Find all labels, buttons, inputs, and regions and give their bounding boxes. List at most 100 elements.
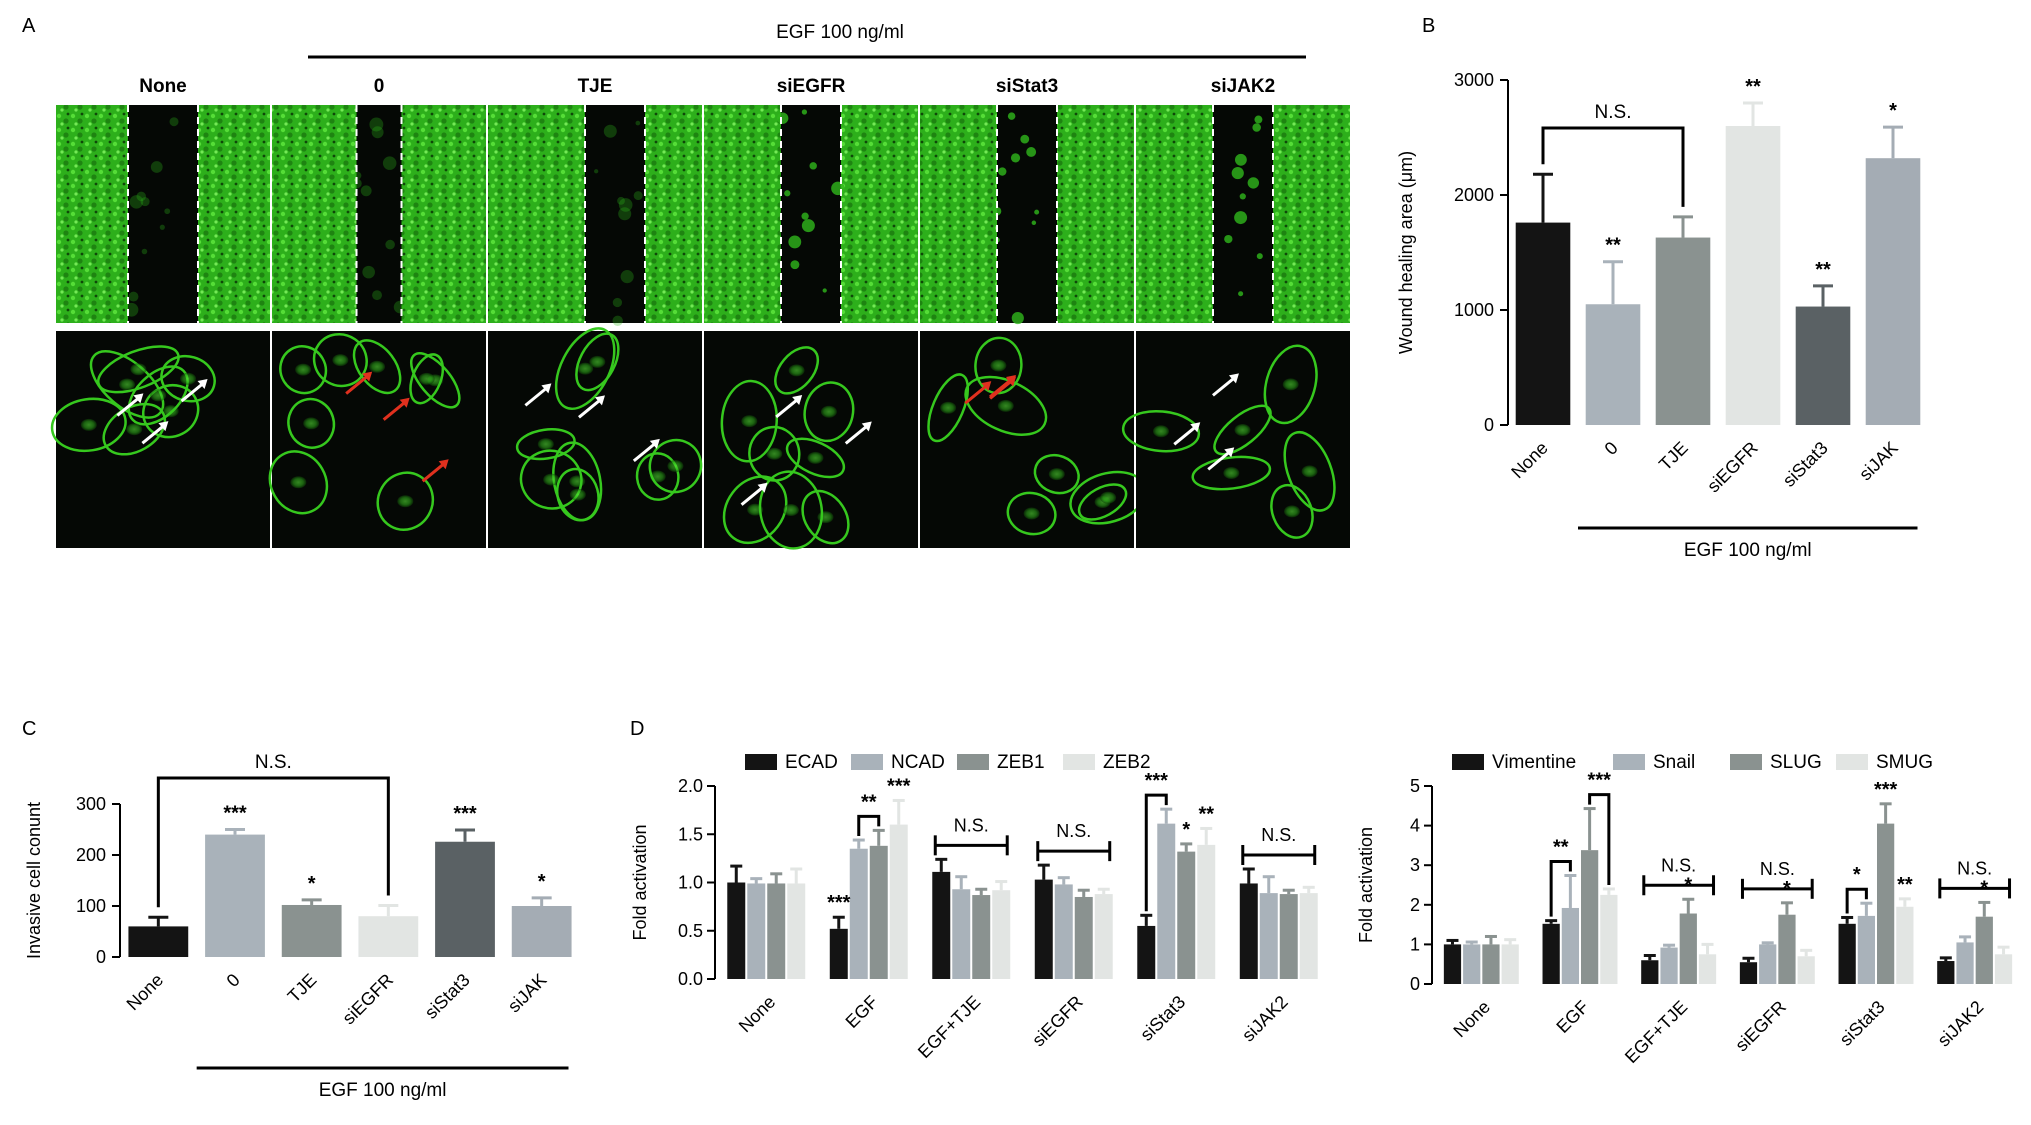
bar — [1197, 844, 1216, 979]
migrating-cell — [1256, 253, 1263, 260]
arrow-head — [158, 421, 169, 432]
legend-label: ECAD — [785, 752, 838, 773]
arrow-shaft — [964, 383, 989, 405]
migrating-cell — [1234, 211, 1248, 225]
group-label: EGF 100 ng/ml — [1684, 540, 1812, 561]
stained-cell — [287, 397, 336, 449]
stained-cell — [803, 381, 855, 443]
chart-b: 0 1000 2000 3000 Wound healing area (μm) None… — [1396, 70, 1921, 561]
arrow-shaft — [116, 396, 141, 417]
sig-bracket — [1845, 887, 1868, 914]
y-tick-label: 2000 — [1454, 185, 1494, 205]
sig-bracket-label: *** — [1145, 770, 1169, 792]
cell-nucleus — [817, 511, 834, 524]
panel-a-column-label: siJAK2 — [1211, 76, 1275, 97]
cell-nucleus — [741, 415, 758, 428]
y-tick-label: 100 — [76, 896, 106, 916]
stained-cell — [50, 397, 127, 453]
migrating-cell — [369, 117, 384, 132]
stained-cell — [635, 452, 680, 501]
x-tick-label: TJE — [284, 970, 321, 1007]
y-tick-label: 2.0 — [678, 776, 703, 796]
x-tick-label: EGF — [1552, 997, 1592, 1037]
cell-sheet-left — [488, 105, 585, 323]
cell-nucleus — [180, 372, 197, 385]
cell-nucleus — [766, 447, 783, 460]
cell-nucleus — [1282, 378, 1299, 391]
ns-bracket-label: N.S. — [1957, 858, 1992, 878]
migrating-cell — [822, 288, 827, 293]
bar — [1857, 915, 1875, 984]
x-tick-label: siEGFR — [1028, 992, 1087, 1051]
bar — [727, 882, 746, 979]
bar — [1299, 893, 1318, 979]
panel-a-column-label: siStat3 — [996, 76, 1058, 97]
x-tick-label: None — [735, 992, 780, 1037]
y-axis-label: Fold activation — [630, 824, 650, 940]
cell-nucleus — [589, 355, 606, 368]
x-tick-label: siStat3 — [1779, 438, 1832, 491]
y-tick-label: 200 — [76, 845, 106, 865]
migrating-cell — [1224, 234, 1233, 244]
cell-nucleus — [537, 438, 554, 451]
bar — [128, 926, 189, 957]
arrow-shaft — [844, 424, 869, 445]
bar — [1739, 962, 1758, 984]
migrating-cell — [612, 297, 623, 308]
migrating-cell — [776, 112, 789, 124]
cell-sheet-left — [920, 105, 997, 323]
migrating-cell — [784, 190, 791, 197]
stained-cell — [352, 339, 402, 395]
cell-nucleus — [418, 372, 435, 385]
y-tick-label: 0 — [1410, 974, 1420, 994]
sig-bracket — [857, 814, 881, 837]
bar — [1937, 961, 1955, 984]
x-tick-label: None — [123, 970, 168, 1015]
stained-cell — [575, 332, 620, 392]
arrow-head — [757, 482, 768, 493]
arrow-head — [133, 393, 144, 404]
cell-nucleus — [543, 473, 560, 486]
arrow-shaft — [775, 397, 800, 419]
significance-label: ** — [1815, 259, 1831, 281]
migrating-cell — [633, 191, 643, 201]
stained-cell — [409, 353, 445, 405]
arrow-head — [197, 379, 208, 390]
bar — [511, 906, 572, 957]
bar — [869, 845, 888, 979]
significance-label: * — [1889, 100, 1897, 122]
y-tick-label: 4 — [1410, 816, 1420, 836]
stained-cell — [376, 471, 435, 531]
cell-sheet-left — [1136, 105, 1213, 323]
legend-label: ZEB1 — [997, 752, 1045, 773]
sig-bracket — [1588, 793, 1611, 885]
x-tick-label: siEGFR — [338, 970, 397, 1029]
migrating-cell — [790, 260, 800, 270]
cell-nucleus — [332, 354, 349, 367]
y-axis-label: Fold activation — [1356, 827, 1376, 943]
migrating-cell — [382, 156, 397, 170]
arrow-head — [399, 397, 410, 408]
x-tick-label: siStat3 — [421, 970, 474, 1023]
bar — [1279, 894, 1298, 979]
bar — [1896, 906, 1914, 984]
bar — [1054, 884, 1073, 979]
y-tick-label: 2 — [1410, 895, 1420, 915]
arrow-shaft — [1173, 425, 1198, 446]
y-tick-label: 0.5 — [678, 921, 703, 941]
cell-nucleus — [807, 451, 824, 464]
migrating-cell — [1238, 291, 1244, 297]
stained-cell — [720, 379, 779, 463]
cell-nucleus — [290, 476, 307, 489]
cell-nucleus — [150, 389, 167, 402]
image-background — [1136, 331, 1350, 548]
migrating-cell — [635, 120, 641, 126]
migrating-cell — [1011, 311, 1024, 325]
bar — [1239, 883, 1258, 979]
bar — [1865, 158, 1921, 425]
migrating-cell — [1007, 112, 1016, 120]
bar — [1797, 956, 1815, 984]
arrow-head — [362, 371, 373, 382]
y-tick-label: 3 — [1410, 855, 1420, 875]
cell-nucleus — [940, 401, 957, 414]
